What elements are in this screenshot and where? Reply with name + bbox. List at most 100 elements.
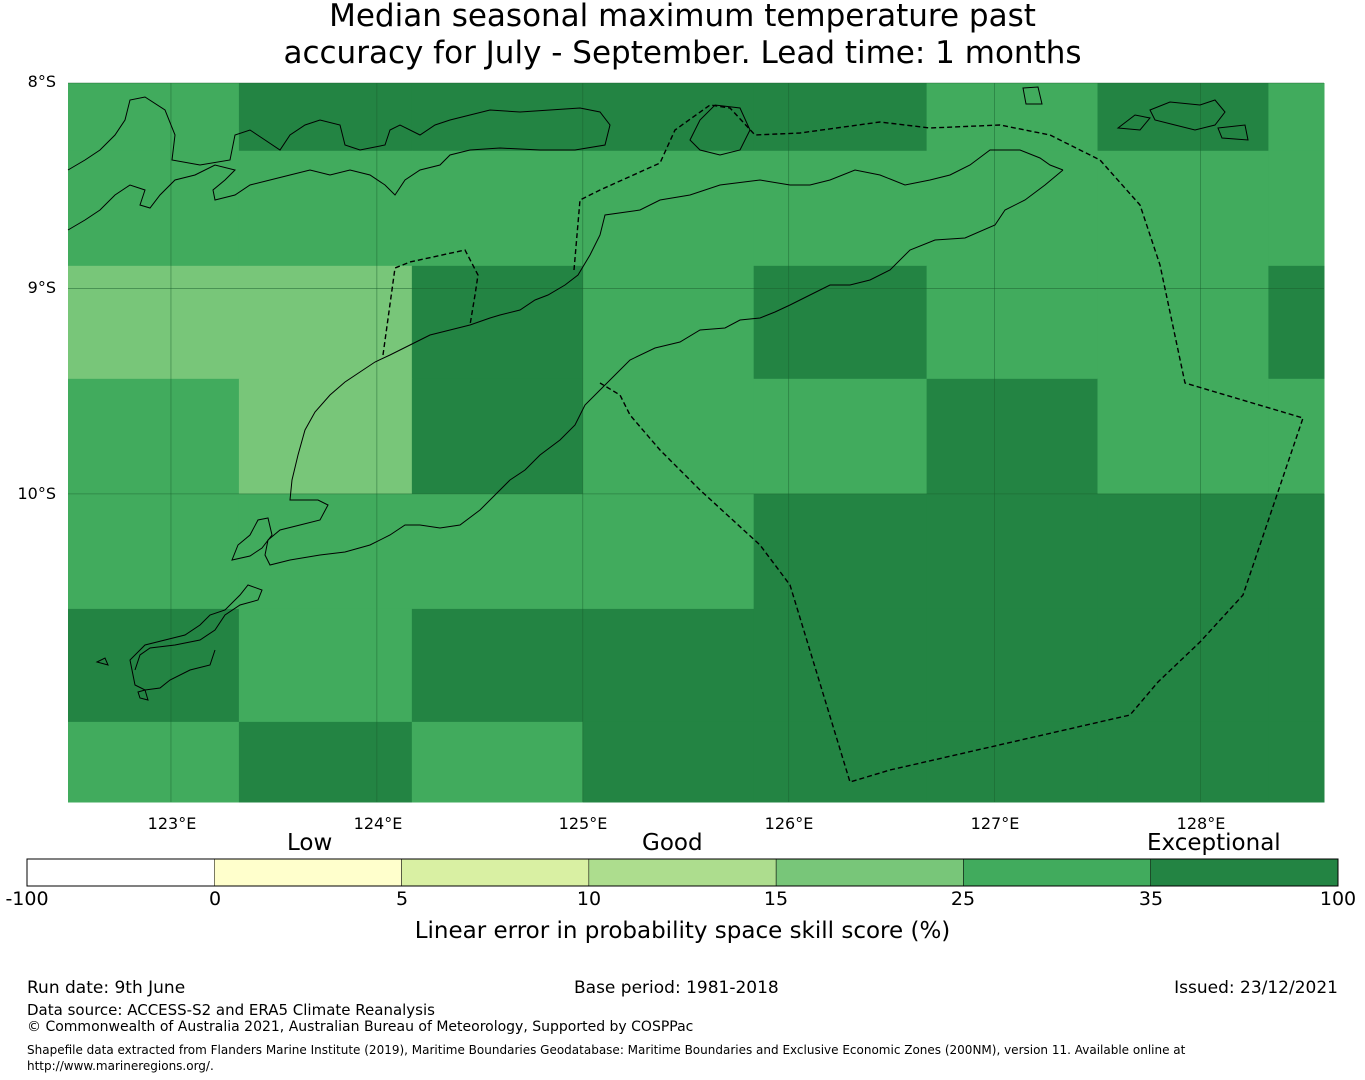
data-source: Data source: ACCESS-S2 and ERA5 Climate … [27, 1001, 435, 1019]
skill-grid-cell [1097, 265, 1269, 380]
skill-grid-cell [753, 378, 928, 495]
lat-label-8s: 8°S [27, 72, 56, 91]
skill-grid-cell [753, 721, 928, 803]
skill-grid-cell [1268, 265, 1325, 380]
skill-grid-cell [753, 83, 928, 152]
skill-grid-cell [411, 265, 584, 380]
category-good: Good [642, 830, 703, 856]
coastline-islet-1 [1116, 114, 1151, 131]
skill-grid-cell [1097, 721, 1269, 803]
base-period: Base period: 1981-2018 [574, 978, 779, 998]
skill-grid-cell [238, 493, 413, 610]
skill-grid-cell [1268, 721, 1325, 803]
colorbar-tick-label: 100 [1319, 888, 1357, 910]
skill-grid-cell [926, 150, 1099, 267]
skill-grid-cell [1097, 83, 1269, 152]
skill-grid-cell [582, 493, 755, 610]
category-exceptional: Exceptional [1147, 830, 1281, 856]
coastline-islet-2 [1217, 124, 1249, 141]
skill-grid-cell [926, 721, 1099, 803]
skill-grid-cell [753, 265, 928, 380]
skill-grid-cell [1268, 608, 1325, 723]
colorbar [26, 858, 1339, 887]
shapefile-credit-line-2: http://www.marineregions.org/. [27, 1059, 214, 1073]
skill-grid-cell [1268, 150, 1325, 267]
coastlines [67, 86, 1249, 701]
eez-boundaries [382, 104, 1304, 783]
skill-grid-cell [68, 721, 240, 803]
map-title-line-2: accuracy for July - September. Lead time… [283, 35, 1082, 71]
colorbar-tick-label: 15 [763, 888, 789, 910]
skill-grid-cell [68, 378, 240, 495]
shapefile-credit-line-1: Shapefile data extracted from Flanders M… [27, 1043, 1186, 1057]
lon-label-124e: 124°E [353, 814, 403, 833]
skill-grid-cell [753, 150, 928, 267]
eez-boundary-north [573, 104, 1304, 783]
lat-label-9s: 9°S [27, 278, 56, 297]
coastline-wetar-island [1149, 99, 1226, 131]
skill-grid-cell [411, 721, 584, 803]
issued-date: Issued: 23/12/2021 [1174, 978, 1338, 998]
colorbar-segment [26, 858, 215, 887]
colorbar-segment [963, 858, 1151, 887]
graticule [68, 82, 1324, 802]
skill-grid-cell [582, 608, 755, 723]
colorbar-tick-label: 10 [576, 888, 602, 910]
colorbar-title: Linear error in probability space skill … [414, 918, 951, 944]
lon-label-128e: 128°E [1176, 814, 1226, 833]
skill-grid-cell [238, 608, 413, 723]
skill-grid-cell [582, 83, 755, 152]
copyright: © Commonwealth of Australia 2021, Austra… [27, 1019, 694, 1035]
coastline-timor [264, 149, 1064, 566]
coastline-islet-5 [137, 689, 149, 701]
coastline-north-island-2 [689, 104, 751, 156]
skill-grid-cell [1268, 83, 1325, 152]
colorbar-segment [214, 858, 402, 887]
colorbar-tick-label: 25 [950, 888, 976, 910]
coastline-islet-3 [1022, 86, 1043, 105]
skill-grid-cell [411, 150, 584, 267]
skill-grid-cell [411, 378, 584, 495]
colorbar-tick-label: -100 [5, 888, 49, 910]
map-title-line-1: Median seasonal maximum temperature past [329, 0, 1036, 34]
skill-grid-cell [68, 493, 240, 610]
skill-grid-cell [68, 608, 240, 723]
colorbar-tick-label: 35 [1138, 888, 1164, 910]
skill-grid-cell [1268, 493, 1325, 610]
colorbar-segment [401, 858, 590, 887]
skill-grid-cell [582, 150, 755, 267]
skill-grid-cell [411, 608, 584, 723]
skill-grid-cell [1097, 608, 1269, 723]
colorbar-tick-label: 5 [395, 888, 409, 910]
skill-grid-cell [926, 378, 1099, 495]
lon-label-126e: 126°E [764, 814, 814, 833]
skill-grid-cell [1097, 378, 1269, 495]
skill-grid-cell [68, 265, 240, 380]
skill-grid-cell [582, 721, 755, 803]
skill-grid-cell [411, 493, 584, 610]
skill-grid [68, 83, 1325, 803]
skill-grid-cell [926, 265, 1099, 380]
skill-grid-cell [582, 378, 755, 495]
colorbar-segment [588, 858, 777, 887]
category-low: Low [287, 830, 333, 856]
lon-label-125e: 125°E [558, 814, 608, 833]
skill-grid-cell [411, 83, 584, 152]
skill-grid-cell [753, 493, 928, 610]
skill-grid-cell [238, 378, 413, 495]
skill-grid-cell [1097, 150, 1269, 267]
run-date: Run date: 9th June [27, 978, 186, 998]
skill-grid-cell [753, 608, 928, 723]
skill-grid-cell [68, 83, 240, 152]
skill-grid-cell [238, 83, 413, 152]
eez-boundary-west [382, 249, 479, 356]
skill-grid-cell [238, 265, 413, 380]
skill-grid-cell [926, 608, 1099, 723]
lon-label-123e: 123°E [147, 814, 197, 833]
skill-grid-cell [68, 150, 240, 267]
coastline-islet-4 [95, 657, 109, 666]
colorbar-segment [775, 858, 964, 887]
skill-grid-cell [238, 150, 413, 267]
skill-grid-cell [582, 265, 755, 380]
